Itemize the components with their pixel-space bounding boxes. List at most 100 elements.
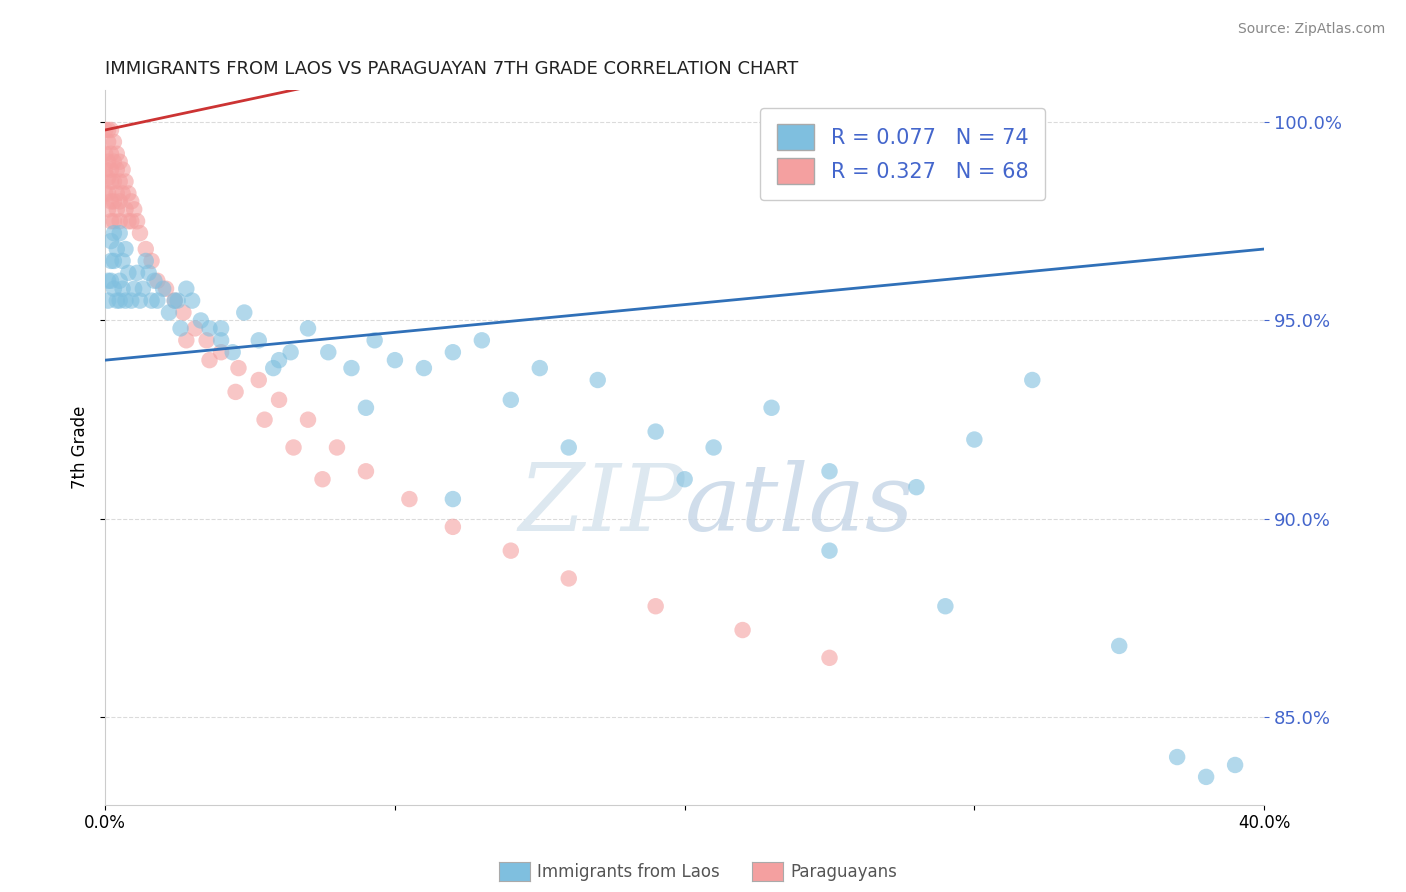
- Point: [117, 214, 139, 228]
- Point: [157, 305, 180, 319]
- Point: [384, 353, 406, 368]
- Point: [172, 305, 194, 319]
- Point: [963, 433, 986, 447]
- Point: [108, 194, 131, 209]
- Point: [441, 491, 464, 506]
- Point: [97, 123, 120, 137]
- Point: [1021, 373, 1043, 387]
- Point: [934, 599, 956, 614]
- Point: [111, 186, 134, 201]
- Point: [499, 543, 522, 558]
- Point: [267, 353, 290, 368]
- Point: [354, 401, 377, 415]
- Point: [97, 170, 120, 185]
- Point: [103, 154, 125, 169]
- Point: [163, 293, 186, 308]
- Point: [117, 186, 139, 201]
- Point: [108, 226, 131, 240]
- Point: [818, 464, 841, 478]
- Point: [129, 226, 152, 240]
- Point: [221, 345, 243, 359]
- Point: [761, 401, 783, 415]
- Point: [94, 146, 117, 161]
- Text: Immigrants from Laos: Immigrants from Laos: [537, 863, 720, 881]
- Point: [120, 194, 142, 209]
- Point: [125, 214, 148, 228]
- Point: [412, 361, 434, 376]
- Point: [267, 392, 290, 407]
- Point: [100, 214, 122, 228]
- Point: [138, 266, 160, 280]
- Point: [316, 345, 339, 359]
- Point: [644, 425, 666, 439]
- Point: [441, 345, 464, 359]
- Point: [673, 472, 696, 486]
- Point: [398, 491, 420, 506]
- Point: [163, 293, 186, 308]
- Point: [283, 441, 305, 455]
- Point: [141, 254, 163, 268]
- Point: [108, 293, 131, 308]
- Point: [190, 313, 212, 327]
- Point: [228, 361, 250, 376]
- Point: [103, 194, 125, 209]
- Point: [1195, 770, 1218, 784]
- Point: [176, 282, 198, 296]
- Point: [114, 242, 136, 256]
- Point: [143, 274, 166, 288]
- Point: [100, 194, 122, 209]
- Point: [105, 186, 128, 201]
- Point: [105, 202, 128, 217]
- Point: [703, 441, 725, 455]
- Point: [132, 282, 155, 296]
- Point: [152, 282, 174, 296]
- Point: [105, 293, 128, 308]
- Point: [103, 214, 125, 228]
- Point: [141, 293, 163, 308]
- Point: [97, 202, 120, 217]
- Point: [100, 274, 122, 288]
- Point: [103, 282, 125, 296]
- Point: [1166, 750, 1188, 764]
- Point: [529, 361, 551, 376]
- Point: [198, 353, 221, 368]
- Point: [114, 175, 136, 189]
- Point: [97, 135, 120, 149]
- Point: [169, 321, 191, 335]
- Point: [94, 186, 117, 201]
- Text: Paraguayans: Paraguayans: [790, 863, 897, 881]
- Point: [97, 186, 120, 201]
- Y-axis label: 7th Grade: 7th Grade: [72, 406, 89, 489]
- Point: [195, 334, 218, 348]
- Point: [558, 441, 581, 455]
- Point: [247, 373, 270, 387]
- Point: [471, 334, 494, 348]
- Legend: R = 0.077   N = 74, R = 0.327   N = 68: R = 0.077 N = 74, R = 0.327 N = 68: [759, 108, 1045, 201]
- Point: [233, 305, 256, 319]
- Point: [94, 162, 117, 177]
- Point: [818, 543, 841, 558]
- Point: [184, 321, 207, 335]
- Point: [100, 254, 122, 268]
- Point: [120, 214, 142, 228]
- Point: [558, 571, 581, 585]
- Point: [905, 480, 928, 494]
- Point: [97, 154, 120, 169]
- Text: IMMIGRANTS FROM LAOS VS PARAGUAYAN 7TH GRADE CORRELATION CHART: IMMIGRANTS FROM LAOS VS PARAGUAYAN 7TH G…: [105, 60, 799, 78]
- Point: [129, 293, 152, 308]
- Point: [108, 274, 131, 288]
- Point: [108, 154, 131, 169]
- Point: [108, 175, 131, 189]
- Point: [100, 162, 122, 177]
- Point: [111, 282, 134, 296]
- Point: [166, 293, 188, 308]
- Point: [97, 293, 120, 308]
- Point: [103, 226, 125, 240]
- Point: [311, 472, 333, 486]
- Point: [105, 146, 128, 161]
- Point: [1223, 758, 1246, 772]
- Point: [155, 282, 177, 296]
- Point: [100, 123, 122, 137]
- Point: [146, 293, 169, 308]
- Point: [441, 520, 464, 534]
